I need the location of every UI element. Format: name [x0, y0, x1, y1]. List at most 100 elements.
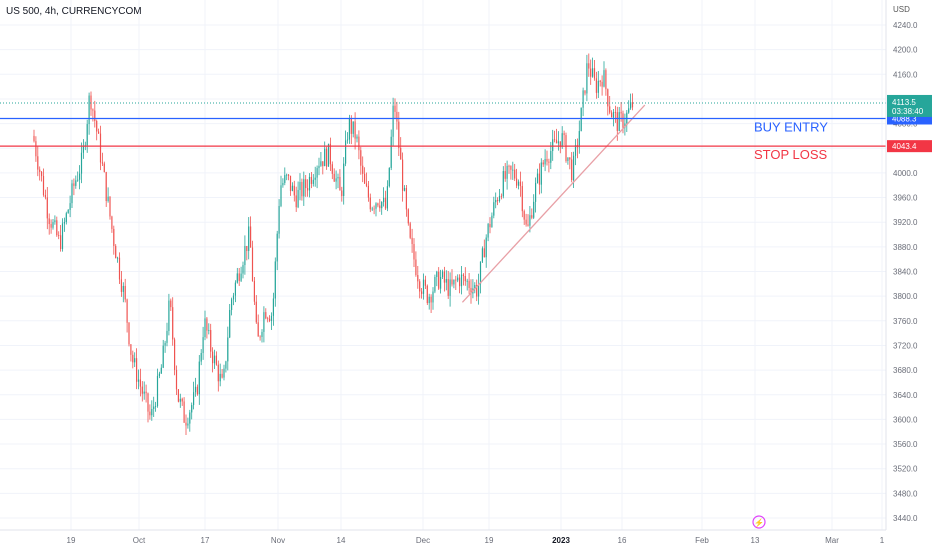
candle-body: [386, 186, 388, 209]
candle-body: [48, 218, 50, 225]
candle-body: [609, 106, 611, 113]
candle-body: [536, 173, 539, 183]
candle-body: [227, 337, 229, 362]
candle-body: [136, 358, 138, 382]
candle-body: [122, 285, 124, 292]
candle-body: [533, 201, 535, 218]
candle-body: [58, 235, 60, 236]
candle-body: [327, 143, 330, 167]
candle-body: [128, 322, 130, 345]
candle-body: [510, 165, 512, 170]
candle-body: [519, 181, 521, 187]
candle-body: [206, 318, 208, 331]
candle-body: [236, 273, 238, 283]
candle-body: [147, 393, 149, 412]
candle-body: [240, 273, 242, 281]
candle-body: [569, 157, 571, 160]
candle-body: [618, 112, 620, 131]
candle-body: [628, 108, 630, 113]
trend-line: [461, 104, 646, 303]
candle-body: [443, 271, 445, 283]
candle-body: [44, 195, 46, 198]
y-tick-label: 3800.0: [893, 292, 918, 301]
candle-body: [365, 183, 368, 186]
candle-body: [200, 353, 202, 362]
candle-body: [407, 209, 409, 224]
candle-body: [578, 131, 580, 148]
candle-body: [145, 391, 147, 394]
candle-body: [470, 287, 472, 294]
candle-body: [398, 121, 400, 148]
candle-body: [213, 355, 216, 364]
x-tick-label: 19: [485, 536, 494, 545]
candle-body: [86, 124, 88, 146]
symbol-title[interactable]: US 500, 4h, CURRENCYCOM: [6, 6, 142, 17]
y-tick-label: 3520.0: [893, 465, 918, 474]
candle-body: [512, 169, 514, 171]
candle-body: [563, 133, 565, 136]
x-tick-label: 16: [618, 536, 627, 545]
candle-body: [630, 102, 632, 109]
candle-body: [506, 165, 508, 179]
candle-body: [377, 203, 379, 206]
candle-body: [614, 112, 616, 113]
candle-body: [132, 354, 134, 363]
last-price-tag: [887, 94, 932, 117]
candle-body: [394, 105, 396, 112]
candle-body: [250, 226, 252, 248]
y-tick-label: 3840.0: [893, 268, 918, 277]
candle-body: [217, 364, 219, 382]
candle-body: [143, 391, 145, 394]
candle-body: [508, 165, 510, 167]
candle-body: [297, 189, 299, 208]
candle-body: [308, 176, 311, 191]
candle-body: [54, 220, 56, 223]
candle-body: [457, 277, 459, 281]
candle-body: [79, 173, 81, 180]
candle-body: [63, 222, 65, 224]
candle-body: [60, 235, 62, 250]
candle-body: [155, 405, 157, 407]
candle-body: [251, 247, 254, 282]
candle-body: [151, 408, 153, 416]
candle-body: [75, 180, 77, 186]
candle-body: [215, 355, 217, 365]
candle-body: [238, 273, 240, 281]
candle-body: [555, 139, 558, 144]
candle-body: [183, 401, 185, 423]
candle-body: [272, 298, 274, 316]
candle-body: [434, 276, 436, 292]
candle-body: [358, 136, 360, 151]
candle-body: [109, 196, 111, 217]
y-tick-label: 3720.0: [893, 341, 918, 350]
candle-body: [160, 367, 162, 374]
candle-body: [307, 188, 309, 191]
candle-body: [94, 110, 96, 122]
candle-body: [276, 233, 278, 262]
candle-body: [624, 123, 626, 128]
candle-body: [592, 68, 594, 77]
candle-body: [460, 274, 463, 287]
candle-body: [343, 163, 345, 197]
candle-body: [259, 336, 261, 338]
candle-body: [348, 118, 350, 140]
candle-body: [322, 161, 324, 167]
candle-body: [620, 112, 622, 114]
candle-body: [117, 257, 119, 259]
x-tick-label: Mar: [825, 536, 839, 545]
candle-body: [120, 279, 122, 292]
candle-body: [504, 171, 506, 179]
candle-body: [204, 318, 206, 338]
candle-body: [379, 205, 381, 209]
candle-body: [631, 102, 634, 108]
candle-body: [540, 162, 542, 185]
candle-body: [103, 163, 105, 173]
candle-body: [595, 78, 597, 93]
candle-body: [170, 300, 172, 308]
candle-body: [198, 361, 200, 395]
y-tick-label: 4200.0: [893, 46, 918, 55]
candle-body: [196, 386, 198, 395]
buy-entry-label: BUY ENTRY: [754, 119, 828, 134]
